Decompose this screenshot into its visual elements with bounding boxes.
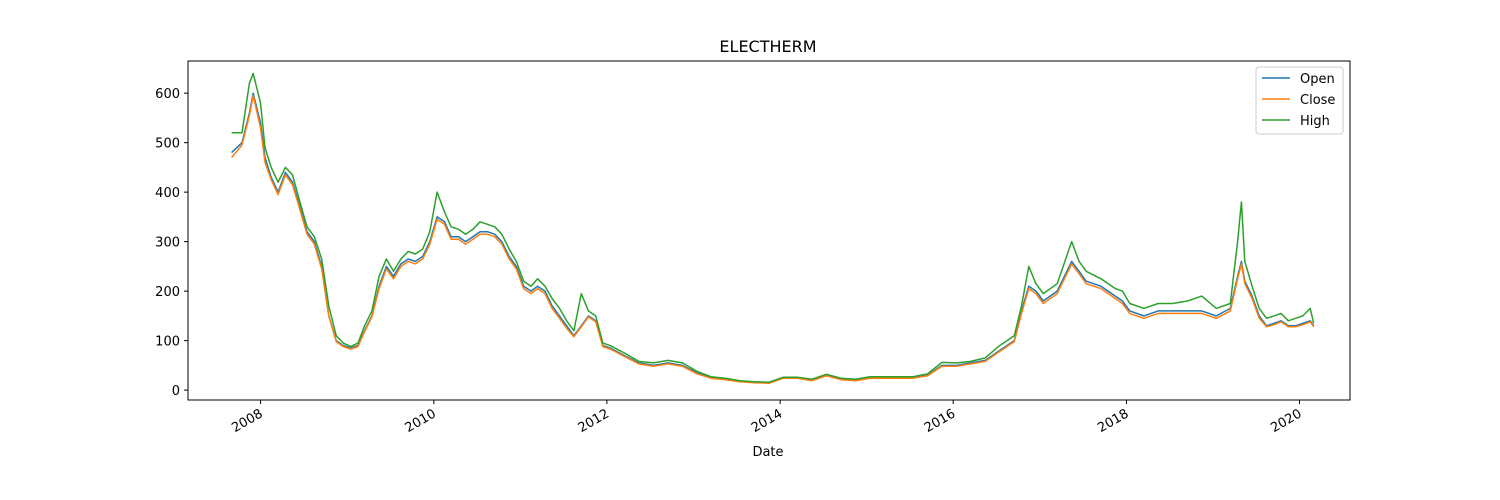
legend-label-close: Close: [1300, 93, 1335, 108]
x-axis-label: Date: [752, 445, 783, 460]
legend-box: [1255, 66, 1344, 135]
legend: Open Close High: [1255, 66, 1344, 135]
y-tick-label: 500: [155, 137, 180, 152]
legend-label-open: Open: [1300, 72, 1335, 87]
y-tick-label: 200: [155, 285, 180, 300]
y-tick-label: 0: [172, 384, 180, 399]
plot-frame: [187, 60, 1351, 401]
y-tick-label: 300: [155, 236, 180, 251]
y-tick-label: 600: [155, 87, 180, 102]
plot-area: [231, 72, 1315, 384]
series-line-close: [231, 94, 1315, 384]
series-layer: [231, 72, 1315, 384]
series-line-high: [231, 72, 1315, 383]
y-tick-label: 100: [155, 335, 180, 350]
y-tick-label: 400: [155, 186, 180, 201]
legend-label-high: High: [1300, 114, 1330, 129]
chart-title: ELECTHERM: [719, 37, 816, 56]
y-axis: 0 100 200 300 400 500 600: [155, 87, 188, 399]
